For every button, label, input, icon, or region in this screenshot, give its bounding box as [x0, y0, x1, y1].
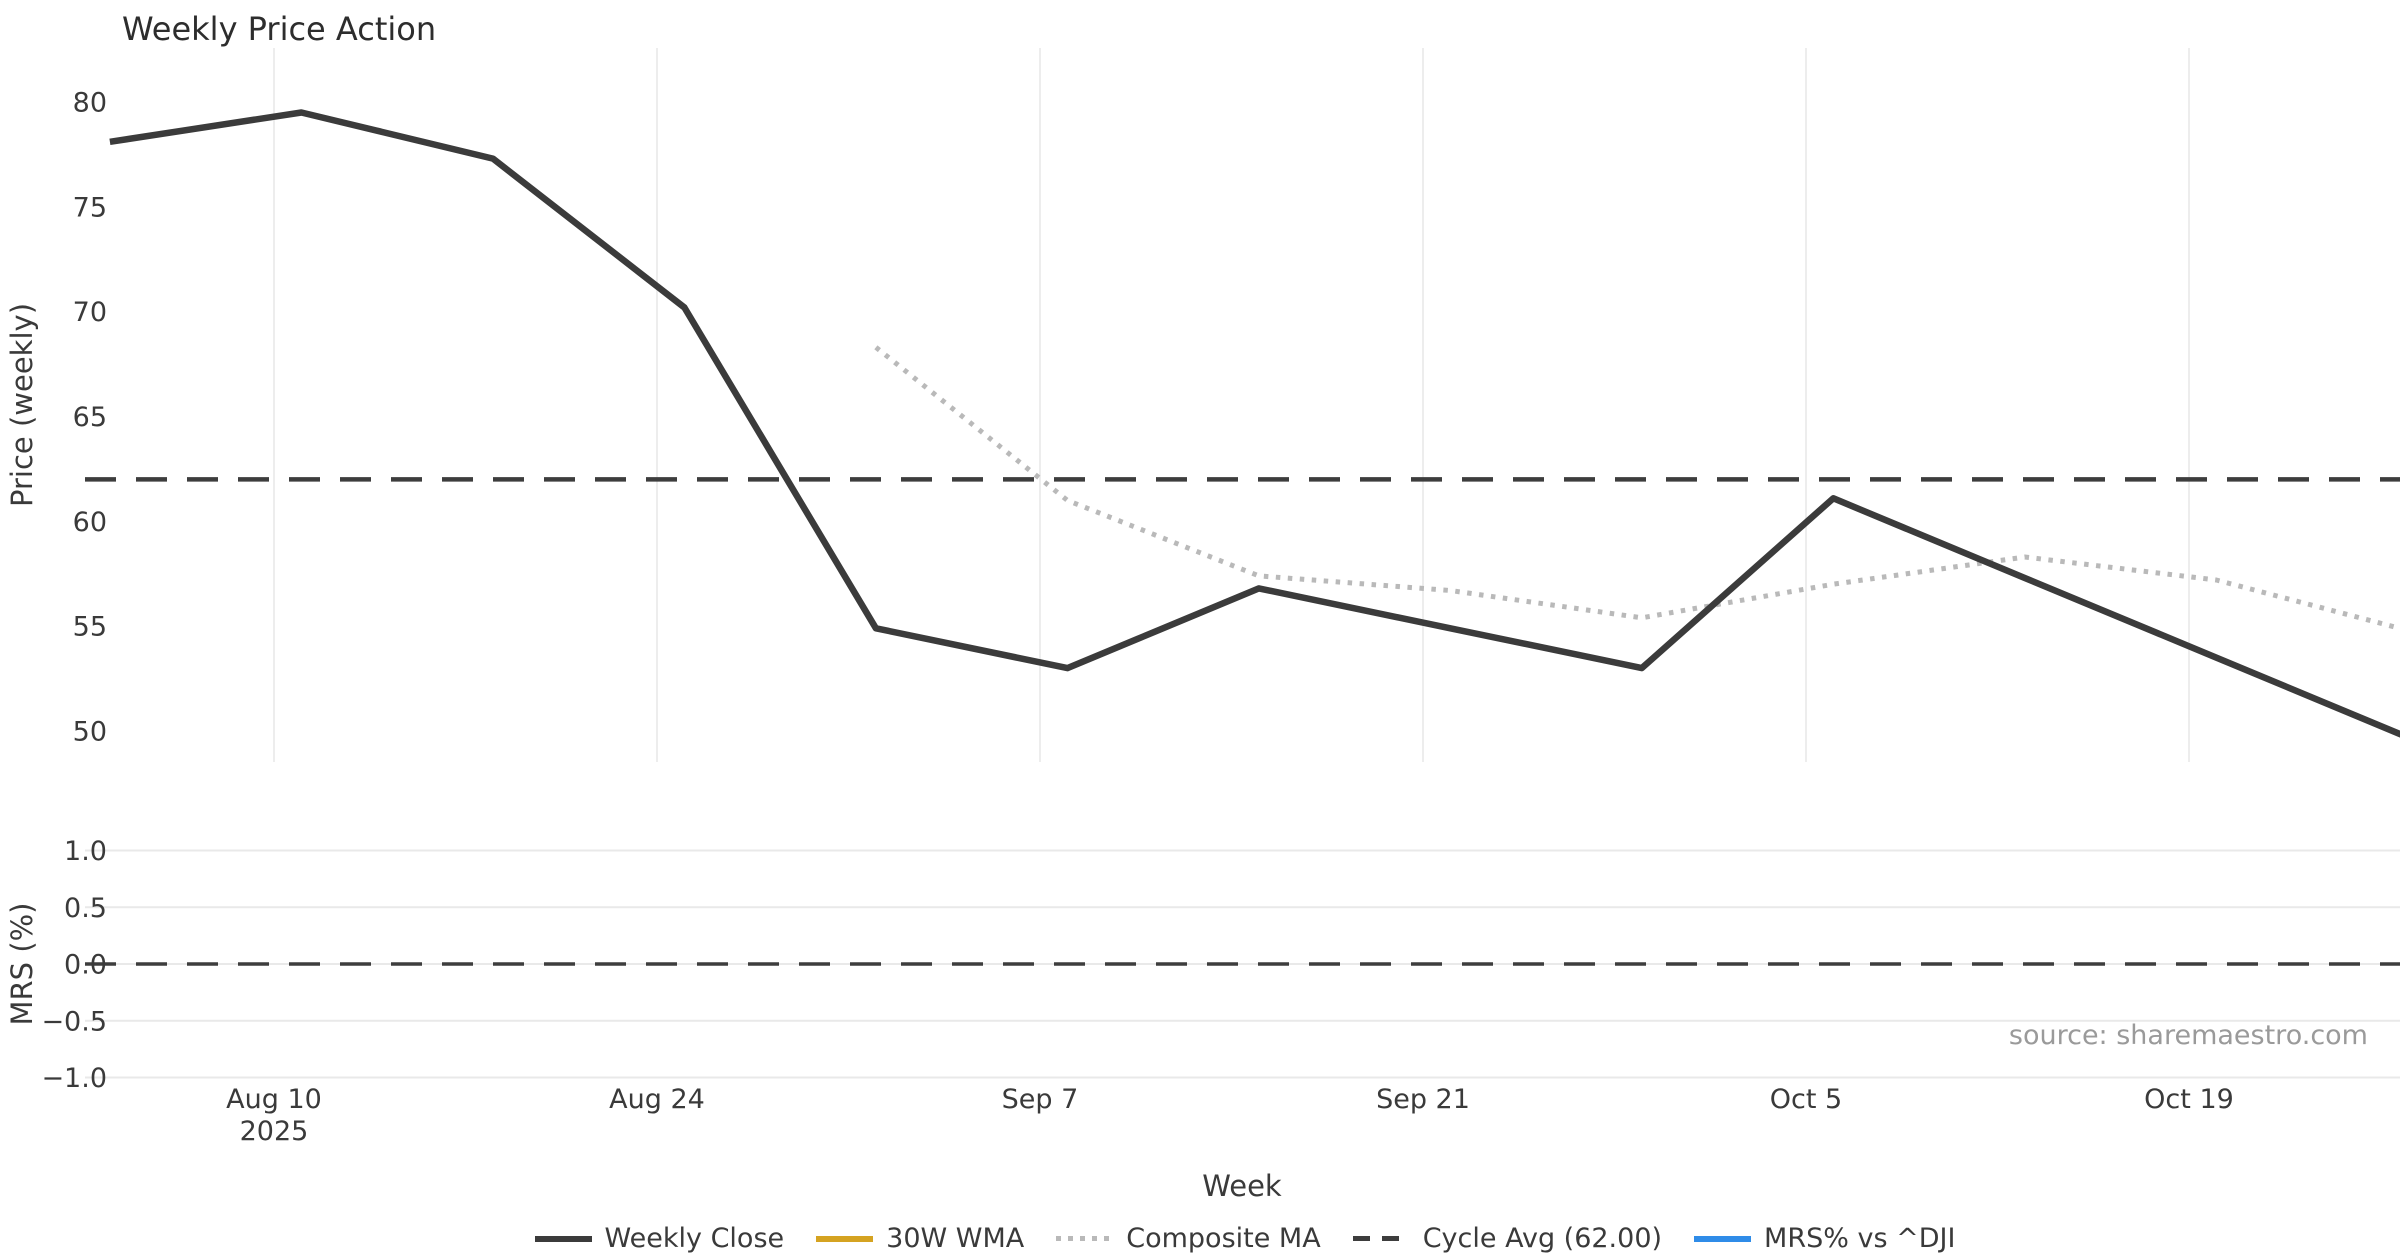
legend-label: Composite MA [1126, 1223, 1321, 1254]
mrs-y-tick-label: −1.0 [41, 1063, 107, 1094]
source-attribution: source: sharemaestro.com [2009, 1020, 2368, 1051]
mrs-y-tick-label: 1.0 [64, 836, 107, 867]
legend-item-mrs: MRS% vs ^DJI [1694, 1225, 1955, 1252]
mrs-axis-label: MRS (%) [5, 903, 39, 1026]
price-y-tick-label: 65 [73, 402, 107, 433]
price-axis-label: Price (weekly) [5, 303, 39, 507]
legend-label: MRS% vs ^DJI [1764, 1223, 1956, 1254]
legend-item-composite-ma: Composite MA [1056, 1223, 1321, 1254]
chart-title: Weekly Price Action [122, 10, 436, 48]
legend-item-weekly-close: Weekly Close [534, 1223, 785, 1254]
mrs-y-tick-label: 0.0 [64, 950, 107, 981]
x-tick-label: Sep 21 [1376, 1084, 1470, 1115]
legend-item-cycle-avg: Cycle Avg (62.00) [1352, 1223, 1663, 1254]
x-axis-label: Week [1202, 1169, 1282, 1203]
price-y-tick-label: 70 [73, 297, 107, 328]
mrs-swatch [1694, 1235, 1752, 1242]
x-tick-sublabel: 2025 [240, 1116, 309, 1147]
price-y-tick-label: 80 [73, 88, 107, 119]
legend-label: 30W WMA [886, 1223, 1025, 1254]
legend-label: Cycle Avg (62.00) [1422, 1223, 1663, 1254]
composite-ma-swatch [1056, 1236, 1114, 1241]
mrs-y-tick-label: 0.5 [64, 893, 107, 924]
line-layer [85, 109, 2400, 966]
price-y-tick-label: 55 [73, 612, 107, 643]
price-y-tick-label: 50 [73, 717, 107, 748]
wma-swatch [816, 1235, 874, 1242]
x-tick-label: Oct 5 [1770, 1084, 1842, 1115]
x-tick-label: Sep 7 [1002, 1084, 1079, 1115]
weekly-close-line [109, 109, 2400, 738]
x-tick-label: Aug 10 [226, 1084, 322, 1115]
legend: Weekly Close 30W WMA Composite MA Cycle … [90, 1225, 2400, 1252]
cycle-avg-swatch [1352, 1236, 1410, 1241]
x-tick-label: Oct 19 [2144, 1084, 2234, 1115]
price-y-tick-label: 60 [73, 507, 107, 538]
legend-label: Weekly Close [604, 1223, 785, 1254]
weekly-close-swatch [534, 1235, 592, 1242]
grid-layer [85, 48, 2400, 1079]
x-tick-label: Aug 24 [609, 1084, 705, 1115]
price-y-tick-label: 75 [73, 192, 107, 223]
legend-item-30w-wma: 30W WMA [816, 1225, 1024, 1252]
mrs-y-tick-label: −0.5 [41, 1006, 107, 1037]
composite-ma-line [874, 345, 2400, 631]
